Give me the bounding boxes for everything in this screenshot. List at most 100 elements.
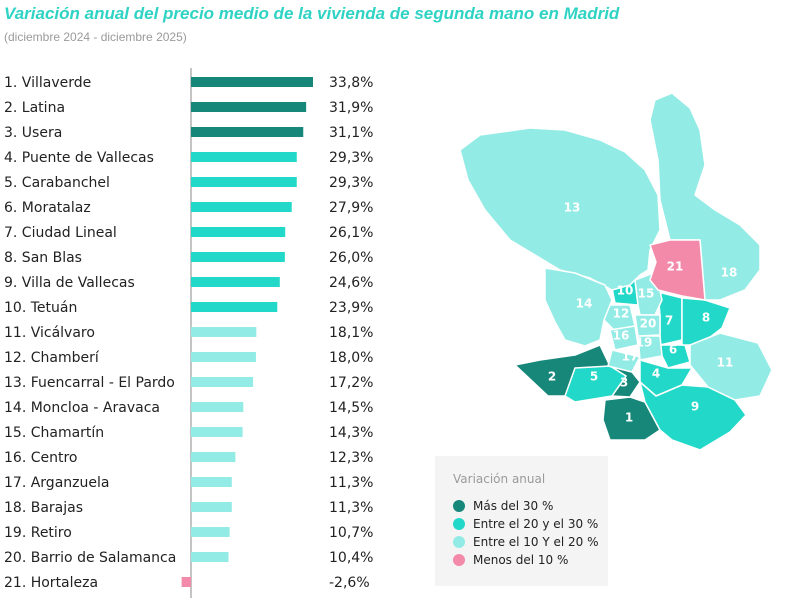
category-label: 4. Puente de Vallecas: [4, 150, 154, 166]
district-number: 9: [691, 400, 699, 414]
legend-label: Más del 30 %: [473, 499, 554, 513]
value-label: 17,2%: [329, 375, 373, 391]
bar: [191, 177, 297, 187]
district-number: 5: [590, 370, 598, 384]
bar: [191, 202, 292, 212]
district-number: 18: [721, 266, 738, 280]
district-number: 13: [564, 201, 581, 215]
category-label: 18. Barajas: [4, 500, 83, 516]
legend-title: Variación anual: [453, 472, 546, 486]
legend-item: Entre el 20 y el 30 %: [453, 517, 598, 531]
value-label: 24,6%: [329, 275, 373, 291]
category-label: 13. Fuencarral - El Pardo: [4, 375, 175, 391]
legend-dot-icon: [453, 536, 465, 548]
district-7: [657, 291, 683, 346]
district-14: [544, 267, 613, 347]
district-20: [634, 314, 661, 337]
bar: [191, 152, 297, 162]
district-number: 2: [548, 370, 556, 384]
legend-dot-icon: [453, 554, 465, 566]
bar: [191, 427, 243, 437]
legend-dot-icon: [453, 500, 465, 512]
district-number: 17: [622, 350, 639, 364]
district-number: 4: [652, 367, 660, 381]
value-label: 31,1%: [329, 125, 373, 141]
value-label: 18,1%: [329, 325, 373, 341]
category-label: 15. Chamartín: [4, 425, 104, 441]
bar: [191, 127, 304, 137]
district-number: 14: [576, 297, 593, 311]
category-label: 9. Villa de Vallecas: [4, 275, 135, 291]
legend-dot-icon: [453, 518, 465, 530]
value-label: 27,9%: [329, 200, 373, 216]
category-label: 6. Moratalaz: [4, 200, 91, 216]
bar: [191, 377, 254, 387]
district-11: [689, 332, 773, 401]
legend-item: Entre el 10 Y el 20 %: [453, 535, 599, 549]
bar: [191, 277, 280, 287]
category-label: 19. Retiro: [4, 525, 72, 541]
category-label: 12. Chamberí: [4, 350, 100, 366]
category-label: 17. Arganzuela: [4, 475, 109, 491]
district-number: 7: [665, 314, 673, 328]
value-label: 23,9%: [329, 300, 373, 316]
category-label: 10. Tetuán: [4, 300, 77, 316]
legend: Variación anual Más del 30 % Entre el 20…: [435, 456, 608, 586]
bar: [191, 252, 285, 262]
chart-title: Variación anual del precio medio de la v…: [4, 4, 620, 23]
value-label: 12,3%: [329, 450, 373, 466]
value-label: 29,3%: [329, 175, 373, 191]
legend-item: Menos del 10 %: [453, 553, 568, 567]
category-label: 21. Hortaleza: [4, 575, 98, 591]
chart-subtitle: (diciembre 2024 - diciembre 2025): [4, 30, 187, 44]
value-label: 14,3%: [329, 425, 373, 441]
district-17: [607, 349, 641, 373]
value-label: 11,3%: [329, 500, 373, 516]
bar: [191, 102, 307, 112]
bar: [191, 302, 278, 312]
category-label: 14. Moncloa - Aravaca: [4, 400, 160, 416]
value-label: 14,5%: [329, 400, 373, 416]
value-label: 26,1%: [329, 225, 373, 241]
district-number: 8: [702, 311, 710, 325]
value-label: 10,4%: [329, 550, 373, 566]
district-number: 1: [625, 411, 633, 425]
district-number: 16: [613, 329, 630, 343]
bar: [191, 477, 232, 487]
district-number: 19: [636, 336, 653, 350]
category-label: 7. Ciudad Lineal: [4, 225, 117, 241]
bar: [191, 502, 232, 512]
district-number: 11: [717, 356, 734, 370]
district-number: 10: [617, 284, 634, 298]
category-label: 5. Carabanchel: [4, 175, 110, 191]
bar: [191, 552, 229, 562]
value-label: 11,3%: [329, 475, 373, 491]
category-label: 11. Vicálvaro: [4, 325, 95, 341]
value-label: 10,7%: [329, 525, 373, 541]
bar-chart: 1. Villaverde 33,8% 2. Latina 31,9% 3. Usera…: [4, 68, 373, 598]
district-number: 15: [638, 287, 655, 301]
district-number: 6: [669, 343, 677, 357]
district-13: [459, 127, 661, 291]
bar: [191, 352, 256, 362]
district-number: 20: [640, 317, 657, 331]
category-label: 3. Usera: [4, 125, 62, 141]
bar: [191, 77, 313, 87]
bar: [191, 402, 244, 412]
legend-item: Más del 30 %: [453, 499, 553, 513]
legend-label: Menos del 10 %: [473, 553, 569, 567]
bar: [191, 452, 236, 462]
category-label: 16. Centro: [4, 450, 77, 466]
district-number: 21: [667, 260, 684, 274]
category-label: 8. San Blas: [4, 250, 82, 266]
value-label: 31,9%: [329, 100, 373, 116]
legend-label: Entre el 20 y el 30 %: [473, 517, 599, 531]
district-1: [602, 396, 661, 441]
bar: [191, 227, 286, 237]
category-label: 1. Villaverde: [4, 75, 91, 91]
value-label: 26,0%: [329, 250, 373, 266]
district-number: 12: [613, 307, 630, 321]
bar: [191, 327, 257, 337]
legend-label: Entre el 10 Y el 20 %: [473, 535, 599, 549]
